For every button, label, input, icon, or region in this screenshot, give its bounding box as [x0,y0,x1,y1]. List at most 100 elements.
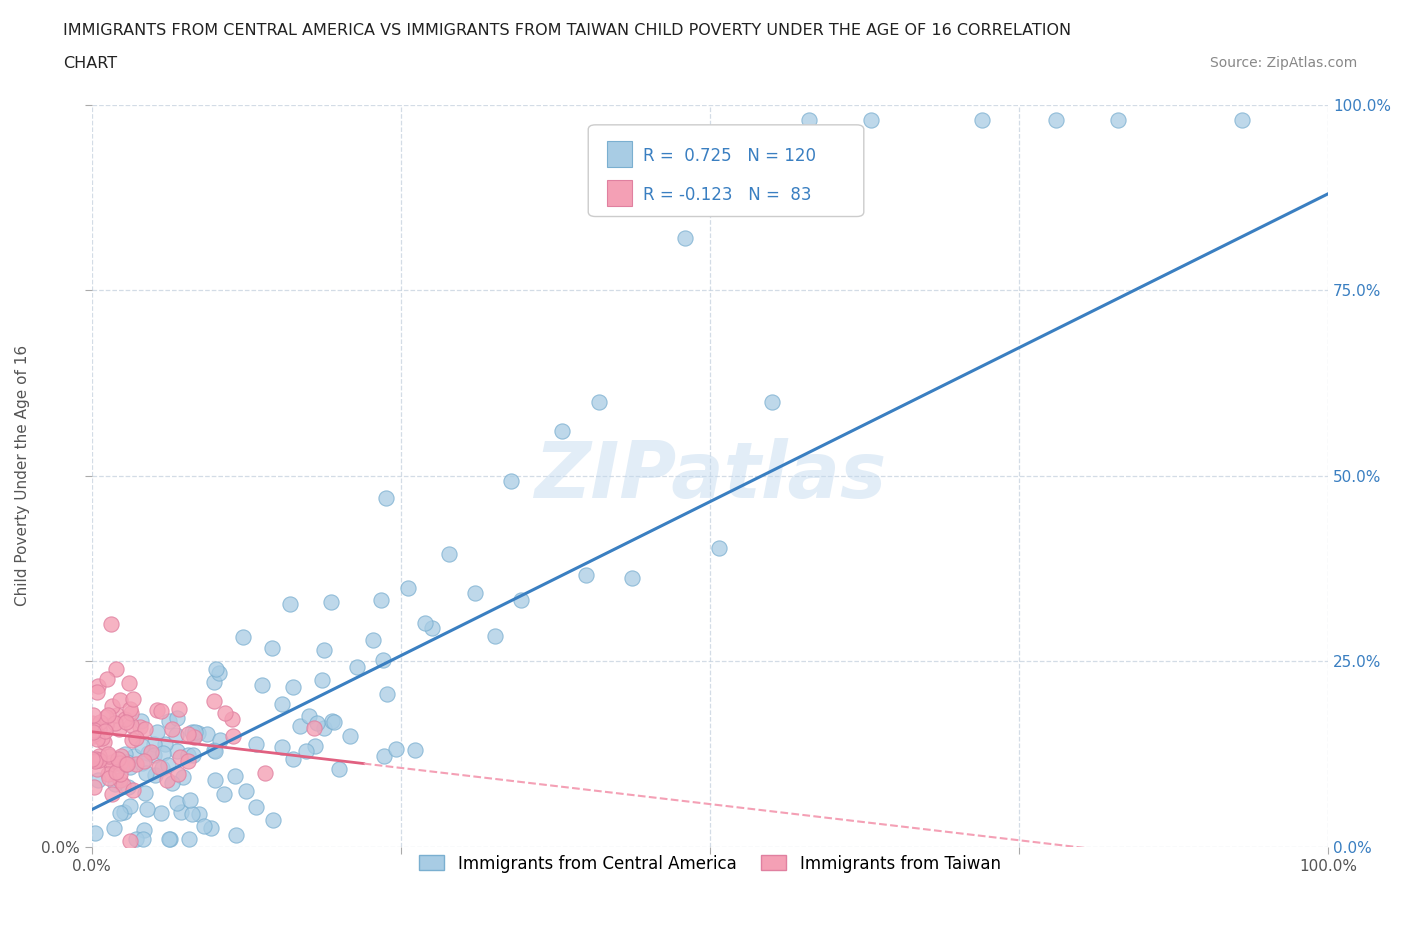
Point [131,738,153,753]
Point [304,738,326,753]
Point [83,826,105,841]
Point [214,706,236,721]
Point [322,715,344,730]
Point [104,777,127,791]
Point [86,684,108,699]
Point [108,805,131,820]
Point [108,722,131,737]
Point [232,630,254,644]
Point [167,766,190,781]
Point [108,766,131,781]
Point [321,714,343,729]
Point [575,567,598,582]
Point [509,592,531,607]
Point [115,755,138,770]
Point [160,776,183,790]
Point [385,741,408,756]
Point [143,737,166,751]
Point [166,744,188,759]
Point [155,737,177,751]
Point [159,832,181,847]
Point [89,752,111,767]
Point [125,756,148,771]
Point [166,711,188,726]
Point [101,787,124,802]
Point [87,679,110,694]
Point [208,733,231,748]
Point [120,705,142,720]
Point [172,769,194,784]
Point [89,722,111,737]
Point [319,594,342,609]
Text: CHART: CHART [63,56,117,71]
Point [204,743,226,758]
Point [134,753,156,768]
Point [93,735,115,750]
Point [97,746,120,761]
Point [131,714,153,729]
Point [283,751,305,766]
Point [970,113,993,127]
Point [588,394,610,409]
Point [111,778,134,793]
Point [103,820,125,835]
Point [146,725,169,740]
Point [124,731,146,746]
Point [260,640,283,655]
Point [148,760,170,775]
Point [100,698,122,713]
Point [86,762,108,777]
Point [146,703,169,718]
Point [110,749,132,764]
Point [339,729,361,744]
Point [98,749,121,764]
Point [105,764,128,779]
Point [420,620,443,635]
Point [152,746,174,761]
Point [271,697,294,711]
Point [120,717,142,732]
Point [101,754,124,769]
Point [245,800,267,815]
Point [157,714,180,729]
Point [346,659,368,674]
Point [193,818,215,833]
Point [281,680,304,695]
Point [181,724,204,739]
Point [270,740,292,755]
Point [375,687,398,702]
Point [499,473,522,488]
Point [118,676,141,691]
Point [107,752,129,767]
Point [150,805,173,820]
Point [200,821,222,836]
Point [373,653,395,668]
Point [131,756,153,771]
Text: Source: ZipAtlas.com: Source: ZipAtlas.com [1209,56,1357,70]
Point [312,643,335,658]
Point [797,113,820,127]
Point [87,749,110,764]
Point [167,701,190,716]
Point [250,678,273,693]
Point [464,586,486,601]
Point [278,596,301,611]
Point [184,724,207,739]
Point [181,807,204,822]
Point [134,721,156,736]
Point [143,748,166,763]
Point [290,719,312,734]
Point [1045,113,1067,127]
Point [125,832,148,847]
Point [111,757,134,772]
Point [202,674,225,689]
Point [97,708,120,723]
Point [361,632,384,647]
Point [114,714,136,729]
Point [114,747,136,762]
Point [550,424,572,439]
Point [82,724,104,739]
Point [84,751,107,766]
Point [1107,113,1129,127]
Point [413,616,436,631]
